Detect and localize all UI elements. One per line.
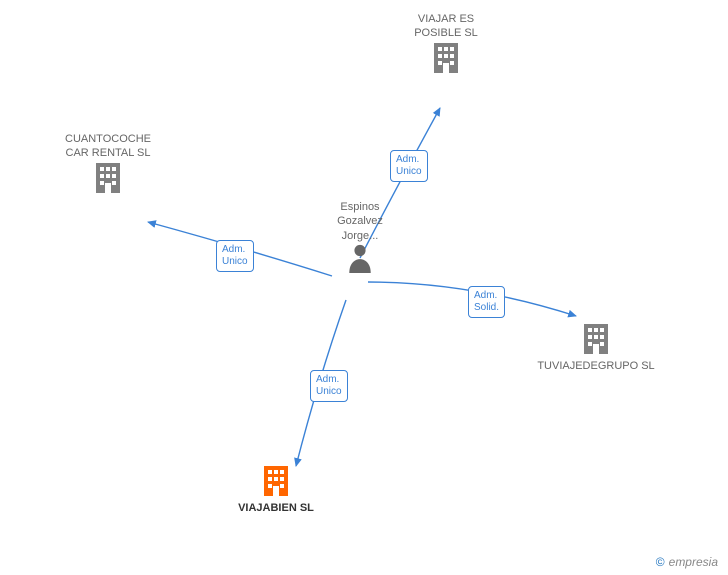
watermark: © empresia bbox=[656, 555, 718, 569]
company-label: VIAJABIEN SL bbox=[196, 501, 356, 515]
edge-label: Adm. Solid. bbox=[468, 286, 505, 318]
company-node[interactable]: CUANTOCOCHE CAR RENTAL SL bbox=[28, 132, 188, 198]
building-icon bbox=[430, 41, 462, 73]
company-label: CUANTOCOCHE CAR RENTAL SL bbox=[28, 132, 188, 161]
person-icon bbox=[347, 243, 373, 273]
building-icon bbox=[260, 464, 292, 496]
company-node[interactable]: VIAJAR ES POSIBLE SL bbox=[366, 12, 526, 78]
company-label: VIAJAR ES POSIBLE SL bbox=[366, 12, 526, 41]
edges-layer bbox=[0, 0, 728, 575]
building-icon bbox=[92, 161, 124, 193]
company-node[interactable]: VIAJABIEN SL bbox=[196, 464, 356, 515]
company-label: TUVIAJEDEGRUPO SL bbox=[516, 359, 676, 373]
center-node[interactable]: Espinos Gozalvez Jorge... bbox=[320, 200, 400, 278]
copyright-symbol: © bbox=[656, 555, 665, 569]
building-icon bbox=[580, 322, 612, 354]
edge-label: Adm. Unico bbox=[216, 240, 254, 272]
edge-label: Adm. Unico bbox=[390, 150, 428, 182]
edge-label: Adm. Unico bbox=[310, 370, 348, 402]
company-node[interactable]: TUVIAJEDEGRUPO SL bbox=[516, 322, 676, 373]
watermark-text: empresia bbox=[669, 555, 718, 569]
center-label: Espinos Gozalvez Jorge... bbox=[320, 200, 400, 243]
